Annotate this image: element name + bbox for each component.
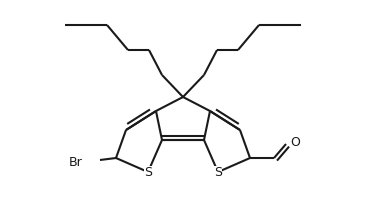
- Text: S: S: [214, 165, 222, 179]
- Text: S: S: [144, 165, 152, 179]
- Text: O: O: [290, 136, 300, 148]
- Text: Br: Br: [68, 157, 82, 169]
